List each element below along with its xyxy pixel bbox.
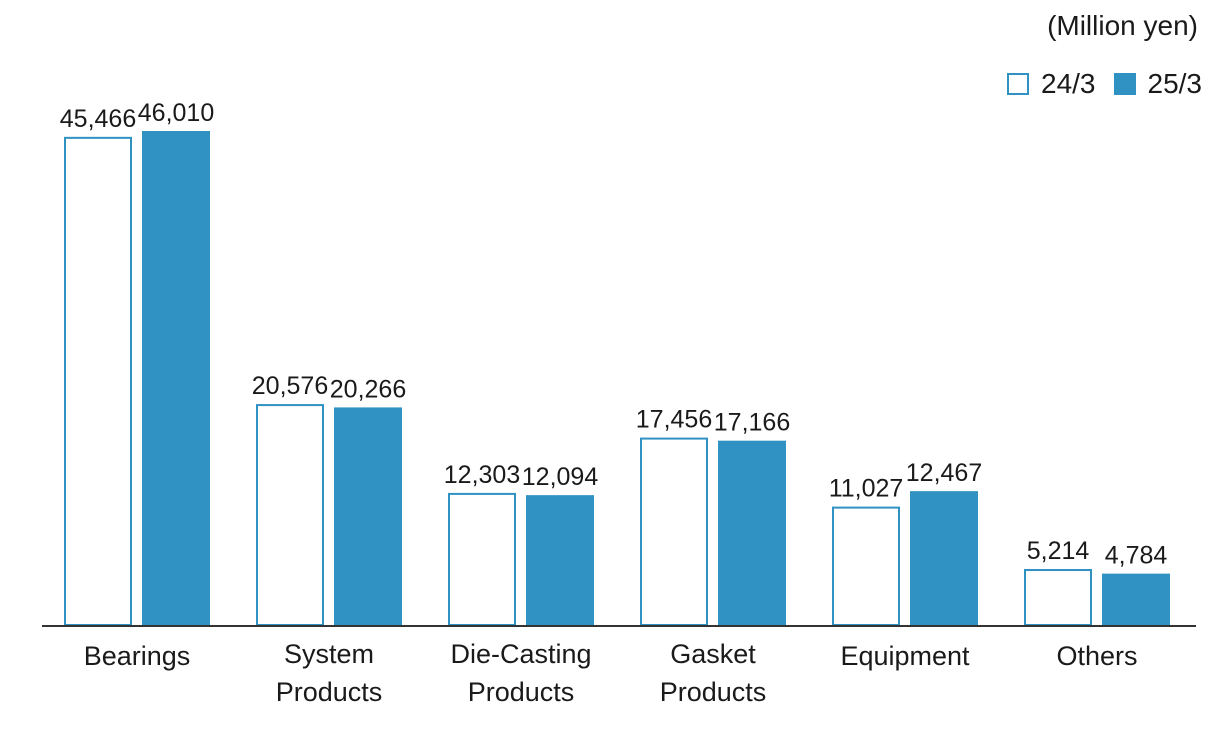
unit-label: (Million yen): [1047, 10, 1198, 41]
legend-item-25-3: 25/3: [1113, 68, 1203, 100]
data-label-25-3-0: 46,010: [138, 99, 214, 127]
bar-25-3-5: [1102, 573, 1170, 625]
data-label-25-3-2: 12,094: [522, 463, 599, 491]
legend-swatch-outline: [1007, 73, 1029, 95]
category-label-3-1: Products: [660, 677, 767, 707]
category-label-4-0: Equipment: [840, 641, 970, 671]
data-label-25-3-4: 12,467: [906, 459, 982, 487]
category-label-5-0: Others: [1056, 641, 1137, 671]
category-label-3-0: Gasket: [670, 639, 756, 669]
legend: 24/3 25/3: [989, 68, 1202, 100]
bar-24-3-0: [64, 136, 132, 626]
legend-label-25-3: 25/3: [1147, 68, 1203, 99]
legend-label-24-3: 24/3: [1041, 68, 1096, 99]
category-label-1-0: System: [284, 639, 374, 669]
data-label-24-3-3: 17,456: [636, 406, 712, 434]
data-label-24-3-4: 11,027: [829, 475, 904, 503]
category-label-2-1: Products: [468, 677, 575, 707]
data-label-24-3-1: 20,576: [252, 372, 328, 400]
bar-25-3-2: [526, 495, 594, 625]
data-label-25-3-1: 20,266: [330, 375, 406, 403]
legend-item-24-3: 24/3: [1007, 68, 1096, 100]
bar-24-3-5: [1024, 569, 1092, 627]
bar-24-3-4: [832, 506, 900, 626]
bar-24-3-2: [448, 492, 516, 626]
bar-25-3-0: [142, 131, 210, 625]
legend-swatch-filled: [1113, 73, 1136, 95]
data-label-24-3-0: 45,466: [60, 105, 136, 133]
data-label-25-3-3: 17,166: [714, 409, 790, 437]
category-label-0-0: Bearings: [84, 641, 191, 671]
data-label-24-3-2: 12,303: [444, 461, 520, 489]
category-label-2-0: Die-Casting: [450, 639, 591, 669]
bar-24-3-3: [640, 437, 708, 627]
bar-25-3-4: [910, 491, 978, 625]
bar-25-3-1: [334, 407, 402, 625]
data-label-25-3-5: 4,784: [1105, 542, 1168, 570]
data-label-24-3-5: 5,214: [1027, 537, 1090, 565]
category-label-1-1: Products: [276, 677, 383, 707]
bar-24-3-1: [256, 404, 324, 626]
bar-25-3-3: [718, 440, 786, 625]
